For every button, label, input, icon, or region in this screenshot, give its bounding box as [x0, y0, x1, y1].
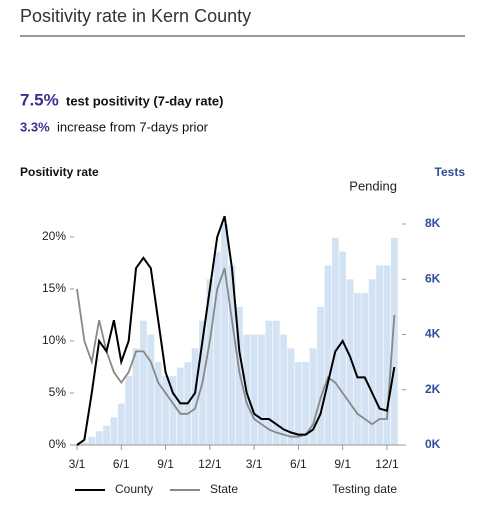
test-bar	[88, 436, 96, 445]
test-bar	[265, 320, 273, 445]
y-axis-label: Positivity rate	[20, 165, 99, 179]
test-bar	[125, 375, 133, 445]
x-axis-label: Testing date	[332, 482, 397, 496]
test-bar	[346, 279, 354, 445]
test-bar	[228, 265, 236, 445]
x-tick-label: 12/1	[198, 457, 222, 471]
change-text: increase from 7-days prior	[57, 119, 209, 134]
y2-tick-label: 2K	[425, 382, 441, 396]
test-bar	[302, 362, 310, 445]
annotation: Pending	[349, 178, 397, 193]
x-tick-label: 6/1	[290, 457, 307, 471]
y2-tick-label: 8K	[425, 216, 441, 230]
test-bar	[339, 251, 347, 445]
test-bar	[117, 403, 125, 445]
rate-value: 7.5%	[20, 90, 59, 109]
test-bar	[361, 293, 369, 445]
test-bar	[80, 442, 88, 445]
test-bar	[390, 237, 398, 445]
x-tick-label: 12/1	[375, 457, 399, 471]
test-bar	[376, 265, 383, 445]
y2-tick-label: 0K	[425, 437, 441, 451]
test-bar	[221, 224, 228, 445]
test-bar	[169, 375, 177, 445]
y-tick-label: 0%	[49, 437, 67, 451]
test-bar	[250, 334, 258, 445]
y2-tick-label: 4K	[425, 327, 441, 341]
test-bar	[324, 265, 332, 445]
test-bar	[162, 375, 169, 445]
test-bar	[287, 348, 295, 445]
x-tick-label: 6/1	[113, 457, 130, 471]
y-tick-label: 5%	[49, 385, 67, 399]
page-title: Positivity rate in Kern County	[20, 6, 251, 26]
series-line	[76, 267, 396, 438]
x-tick-label: 3/1	[246, 457, 263, 471]
test-bar	[213, 251, 221, 445]
test-bar	[258, 334, 265, 445]
test-bar	[309, 348, 317, 445]
test-bar	[154, 362, 162, 445]
y-tick-label: 20%	[42, 229, 66, 243]
test-bar	[140, 320, 147, 445]
test-bar	[206, 279, 214, 445]
test-bar	[176, 367, 184, 445]
x-tick-label: 9/1	[334, 457, 351, 471]
legend-label: State	[210, 482, 238, 496]
test-bar	[103, 425, 110, 445]
legend-label: County	[115, 482, 153, 496]
rate-text: test positivity (7-day rate)	[66, 93, 224, 108]
y-tick-label: 10%	[42, 333, 66, 347]
y2-tick-label: 6K	[425, 271, 441, 285]
test-bar	[95, 431, 103, 445]
test-bar	[383, 265, 391, 445]
test-bar	[368, 279, 376, 445]
x-tick-label: 9/1	[157, 457, 174, 471]
test-bar	[331, 237, 339, 445]
test-bar	[280, 334, 288, 445]
x-tick-label: 3/1	[69, 457, 86, 471]
test-bar	[317, 306, 324, 445]
y-tick-label: 15%	[42, 281, 66, 295]
test-bar	[354, 293, 361, 445]
series-line	[76, 215, 396, 446]
test-bar	[110, 417, 118, 445]
test-bar	[272, 320, 280, 445]
test-bar	[132, 348, 140, 445]
test-bar	[147, 334, 155, 445]
test-bar	[191, 348, 199, 445]
change-value: 3.3%	[20, 119, 50, 134]
test-bar	[295, 362, 302, 445]
y2-axis-label: Tests	[435, 165, 466, 179]
